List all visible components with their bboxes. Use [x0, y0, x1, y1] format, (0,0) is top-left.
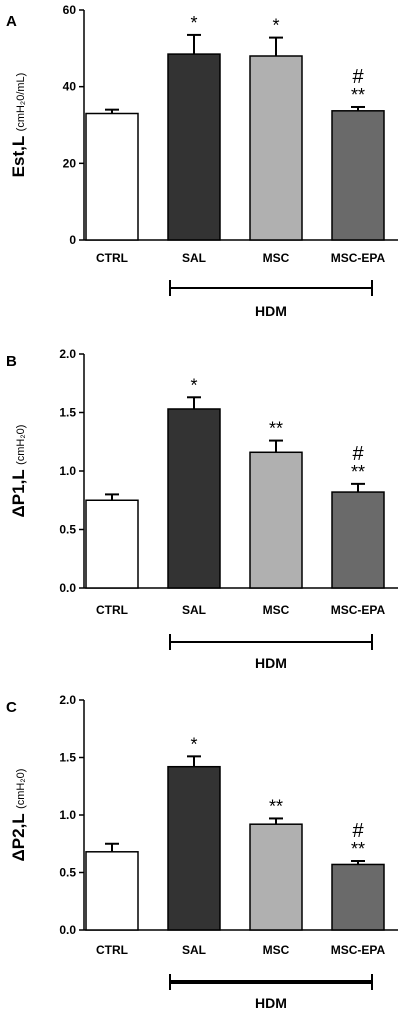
y-axis-label-main: ΔP2,L [9, 809, 28, 862]
bar-ctrl [85, 112, 139, 241]
category-label: CTRL [96, 251, 128, 265]
significance-mark: ** [351, 462, 365, 482]
y-tick-label: 0.5 [59, 866, 76, 880]
chart-panel-a: A 0 20 40 60 Est,L (cmH₂0/mL) CTRL SAL * MSC * MSC-… [6, 3, 398, 319]
y-axis-label-unit: (cmH₂0) [15, 769, 27, 809]
hash-mark: # [352, 66, 364, 88]
category-label: MSC-EPA [331, 251, 386, 265]
significance-mark: * [190, 375, 197, 395]
bar-ctrl [85, 851, 139, 931]
bar-msc [249, 451, 303, 589]
group-label: HDM [255, 655, 287, 671]
category-label: MSC [263, 603, 290, 617]
group-label: HDM [255, 995, 287, 1011]
y-tick-label: 1.0 [59, 464, 76, 478]
y-tick-label: 40 [63, 80, 77, 94]
group-label: HDM [255, 303, 287, 319]
y-axis-label-main: Est,L [9, 131, 28, 177]
y-axis-label: ΔP2,L (cmH₂0) [9, 769, 28, 862]
bar-msc-epa [331, 863, 385, 931]
significance-mark: ** [269, 796, 283, 816]
significance-mark: ** [351, 839, 365, 859]
bar-msc-epa [331, 491, 385, 589]
category-label: CTRL [96, 943, 128, 957]
category-label: MSC-EPA [331, 943, 386, 957]
bar-msc [249, 55, 303, 241]
significance-mark: ** [269, 419, 283, 439]
y-tick-label: 0.5 [59, 523, 76, 537]
y-tick-label: 0.0 [59, 581, 76, 595]
significance-mark: ** [351, 85, 365, 105]
panel-label: B [6, 353, 17, 370]
y-tick-label: 2.0 [59, 693, 76, 707]
significance-mark: * [272, 16, 279, 36]
bar-sal [167, 765, 221, 931]
bar-sal [167, 408, 221, 589]
y-tick-label: 60 [63, 3, 77, 17]
y-axis-label-unit: (cmH₂0/mL) [15, 73, 27, 132]
y-tick-label: 2.0 [59, 347, 76, 361]
chart-panel-b: B 0.0 0.5 1.0 1.5 2.0 ΔP1,L (cmH₂0) CTRL SAL * MSC… [6, 347, 398, 671]
y-tick-label: 0 [69, 233, 76, 247]
significance-mark: * [190, 13, 197, 33]
y-tick-label: 1.5 [59, 751, 76, 765]
y-axis-label: Est,L (cmH₂0/mL) [9, 73, 28, 178]
category-label: SAL [182, 943, 206, 957]
bar-msc [249, 823, 303, 931]
significance-mark: * [190, 734, 197, 754]
panel-label: A [6, 13, 17, 30]
y-tick-label: 1.5 [59, 406, 76, 420]
y-tick-label: 20 [63, 156, 77, 170]
bar-msc-epa [331, 110, 385, 241]
category-label: CTRL [96, 603, 128, 617]
y-tick-label: 1.0 [59, 808, 76, 822]
bar-sal [167, 53, 221, 241]
category-label: SAL [182, 603, 206, 617]
hash-mark: # [352, 443, 364, 465]
category-label: SAL [182, 251, 206, 265]
category-label: MSC [263, 943, 290, 957]
panel-label: C [6, 699, 17, 716]
y-axis-label-unit: (cmH₂0) [15, 425, 27, 465]
category-label: MSC-EPA [331, 603, 386, 617]
y-axis-label: ΔP1,L (cmH₂0) [9, 425, 28, 518]
chart-panel-c: C 0.0 0.5 1.0 1.5 2.0 ΔP2,L (cmH₂0) CTRL SAL * MSC… [6, 693, 398, 1011]
bar-ctrl [85, 499, 139, 589]
y-tick-label: 0.0 [59, 923, 76, 937]
category-label: MSC [263, 251, 290, 265]
hash-mark: # [352, 820, 364, 842]
y-axis-label-main: ΔP1,L [9, 465, 28, 518]
